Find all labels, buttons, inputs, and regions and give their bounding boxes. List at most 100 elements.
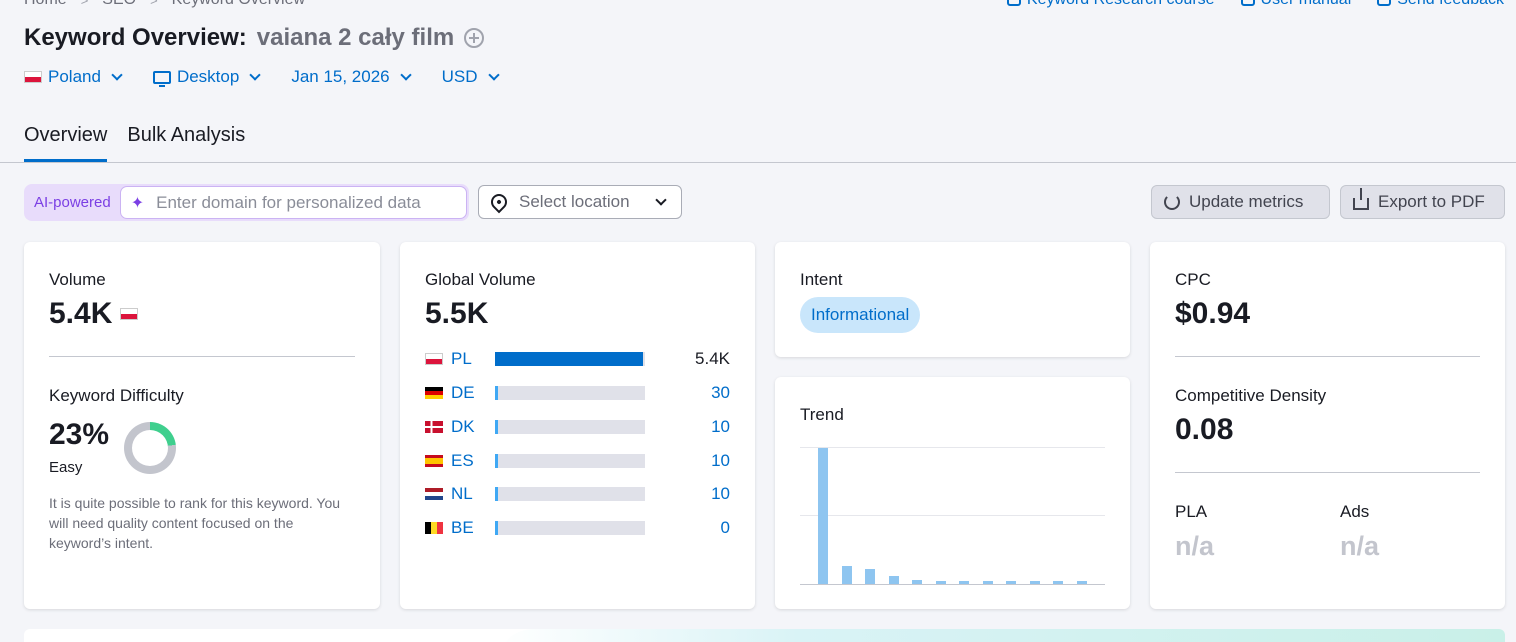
volume-bar <box>495 420 645 434</box>
country-volume[interactable]: 0 <box>720 518 730 537</box>
ai-domain-box: AI-powered ✦ Enter domain for personaliz… <box>24 184 469 221</box>
country-row: DE 30 <box>425 383 730 403</box>
kd-value: 23% <box>49 418 110 451</box>
divider <box>49 356 355 357</box>
kd-level: Easy <box>49 459 83 476</box>
monitor-icon <box>152 70 171 87</box>
intent-badge: Informational <box>800 297 921 333</box>
chevron-right-icon: > <box>80 0 89 8</box>
breadcrumb-seo[interactable]: SEO <box>102 0 136 9</box>
link-label: Keyword Research course <box>1027 0 1215 8</box>
export-pdf-label: Export to PDF <box>1378 192 1485 211</box>
page-title: Keyword Overview: vaiana 2 cały film <box>24 24 485 52</box>
trend-bar <box>1029 581 1040 584</box>
country-code[interactable]: NL <box>451 484 473 503</box>
spain-flag-icon <box>425 455 443 467</box>
country-volume[interactable]: 10 <box>711 484 730 503</box>
add-to-list-icon[interactable] <box>464 28 485 48</box>
country-volume[interactable]: 30 <box>711 383 730 402</box>
top-links: Keyword Research course User manual Send… <box>1006 0 1504 9</box>
chevron-right-icon: > <box>150 0 158 8</box>
country-volume[interactable]: 10 <box>711 417 730 436</box>
divider <box>1175 472 1480 473</box>
country-code[interactable]: DE <box>451 383 475 402</box>
kd-label: Keyword Difficulty <box>49 386 184 405</box>
trend-bar <box>865 569 875 584</box>
location-pin-icon <box>487 190 511 214</box>
location-select[interactable]: Select location <box>478 185 682 219</box>
trend-bar <box>1006 581 1016 584</box>
country-dropdown[interactable]: Poland <box>24 67 123 87</box>
chevron-down-icon <box>655 194 667 206</box>
page-title-prefix: Keyword Overview: <box>24 24 247 51</box>
trend-label: Trend <box>800 405 844 424</box>
country-row: BE 0 <box>425 518 730 538</box>
country-code[interactable]: BE <box>451 518 474 537</box>
volume-value: 5.4K <box>49 297 113 330</box>
chevron-down-icon <box>249 69 261 81</box>
trend-bar <box>888 575 899 584</box>
tab-bulk-analysis[interactable]: Bulk Analysis <box>127 124 246 146</box>
date-dropdown[interactable]: Jan 15, 2026 <box>291 67 412 87</box>
country-label: Poland <box>48 67 101 86</box>
poland-flag-icon <box>24 71 42 83</box>
volume-bar <box>495 352 645 366</box>
top-bar: Home > SEO > Keyword Overview Keyword Re… <box>24 0 1504 9</box>
kd-donut-chart <box>124 422 176 474</box>
country-code[interactable]: PL <box>451 349 472 368</box>
global-volume-label: Global Volume <box>425 270 536 289</box>
volume-bar-fill <box>495 521 498 535</box>
volume-bar-fill <box>495 420 498 434</box>
country-row: DK 10 <box>425 417 730 437</box>
volume-bar <box>495 454 645 468</box>
next-section-card <box>24 629 1505 642</box>
intent-label: Intent <box>800 270 843 289</box>
gridline <box>800 515 1105 516</box>
breadcrumb-current: Keyword Overview <box>172 0 305 9</box>
filters-bar: Poland Desktop Jan 15, 2026 USD <box>24 67 530 87</box>
trend-bar <box>959 580 969 584</box>
send-feedback-link[interactable]: Send feedback <box>1377 0 1504 9</box>
tabs: Overview Bulk Analysis <box>24 124 245 162</box>
denmark-flag-icon <box>425 421 443 433</box>
device-dropdown[interactable]: Desktop <box>152 67 261 87</box>
trend-card: Trend <box>775 377 1130 609</box>
link-label: User manual <box>1261 0 1352 8</box>
country-volume: 5.4K <box>695 349 730 368</box>
country-row: NL 10 <box>425 484 730 504</box>
user-manual-link[interactable]: User manual <box>1240 0 1352 9</box>
poland-flag-icon <box>425 353 443 365</box>
domain-input[interactable]: ✦ Enter domain for personalized data <box>119 186 467 219</box>
volume-bar-fill <box>495 487 498 501</box>
link-label: Send feedback <box>1397 0 1504 8</box>
currency-label: USD <box>441 67 478 86</box>
chevron-down-icon <box>487 69 500 81</box>
belgium-flag-icon <box>425 522 443 534</box>
pla-label: PLA <box>1175 502 1208 521</box>
volume-bar <box>495 386 645 400</box>
date-label: Jan 15, 2026 <box>291 67 390 86</box>
keyword-research-course-link[interactable]: Keyword Research course <box>1006 0 1215 9</box>
country-code[interactable]: DK <box>451 417 475 436</box>
trend-bar <box>982 581 993 584</box>
germany-flag-icon <box>425 387 443 399</box>
sparkle-icon: ✦ <box>130 194 145 212</box>
global-volume-value: 5.5K <box>425 297 489 330</box>
tab-overview[interactable]: Overview <box>24 124 108 162</box>
ads-value: n/a <box>1340 531 1380 561</box>
currency-dropdown[interactable]: USD <box>441 67 500 87</box>
location-placeholder: Select location <box>519 192 630 211</box>
chat-bubble-icon <box>1377 0 1392 6</box>
volume-bar-fill <box>495 454 498 468</box>
country-code[interactable]: ES <box>451 451 474 470</box>
breadcrumb-home[interactable]: Home <box>24 0 67 9</box>
export-pdf-button[interactable]: Export to PDF <box>1340 185 1505 219</box>
breadcrumb: Home > SEO > Keyword Overview <box>24 0 305 9</box>
trend-bar <box>935 580 946 584</box>
competitive-density-label: Competitive Density <box>1175 386 1327 405</box>
gridline <box>800 447 1105 448</box>
netherlands-flag-icon <box>425 488 443 500</box>
intent-card: Intent Informational <box>775 242 1130 357</box>
country-volume[interactable]: 10 <box>711 451 730 470</box>
update-metrics-button[interactable]: Update metrics <box>1151 185 1330 219</box>
